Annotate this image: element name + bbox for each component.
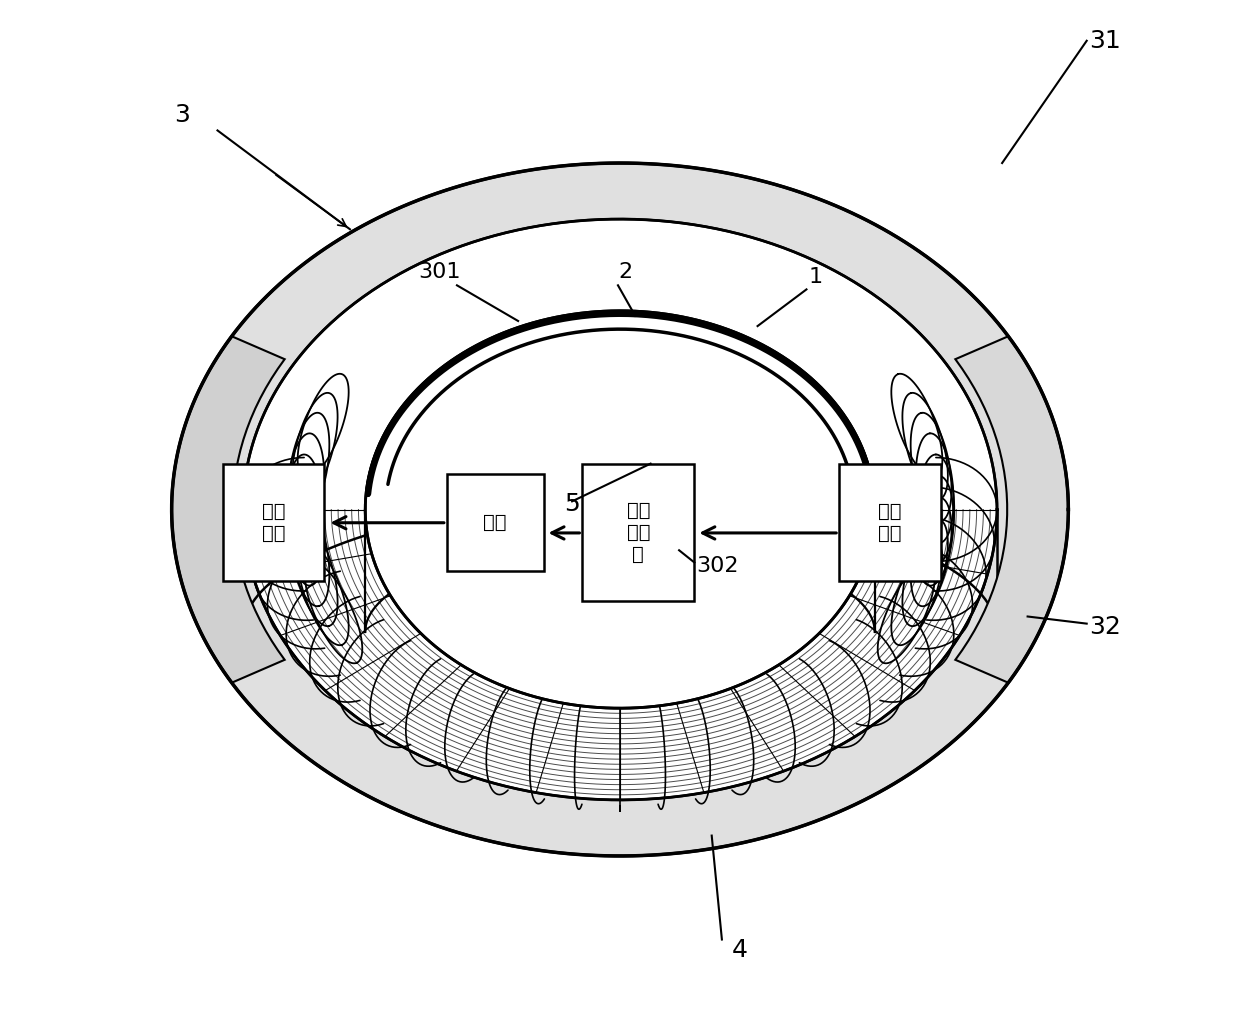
- Text: 风机: 风机: [484, 513, 507, 532]
- FancyBboxPatch shape: [839, 464, 941, 581]
- Ellipse shape: [366, 311, 874, 708]
- Text: 5: 5: [564, 492, 580, 517]
- Text: 气流
入口: 气流 入口: [262, 501, 285, 543]
- Polygon shape: [955, 336, 1069, 683]
- Text: 气流
出口: 气流 出口: [878, 501, 901, 543]
- Text: 气流
加热
器: 气流 加热 器: [626, 501, 650, 564]
- Text: 302: 302: [697, 555, 739, 576]
- Text: 1: 1: [808, 267, 822, 287]
- Text: 4: 4: [732, 937, 748, 962]
- Text: 2: 2: [618, 262, 632, 282]
- Ellipse shape: [243, 219, 997, 800]
- Ellipse shape: [171, 163, 1069, 856]
- Text: 31: 31: [1089, 29, 1121, 53]
- Text: 301: 301: [418, 262, 461, 282]
- FancyBboxPatch shape: [223, 464, 325, 581]
- Ellipse shape: [370, 315, 870, 704]
- Text: 32: 32: [1089, 614, 1121, 639]
- FancyBboxPatch shape: [583, 464, 694, 601]
- Polygon shape: [171, 336, 285, 683]
- Text: 3: 3: [174, 103, 190, 127]
- FancyBboxPatch shape: [446, 474, 543, 571]
